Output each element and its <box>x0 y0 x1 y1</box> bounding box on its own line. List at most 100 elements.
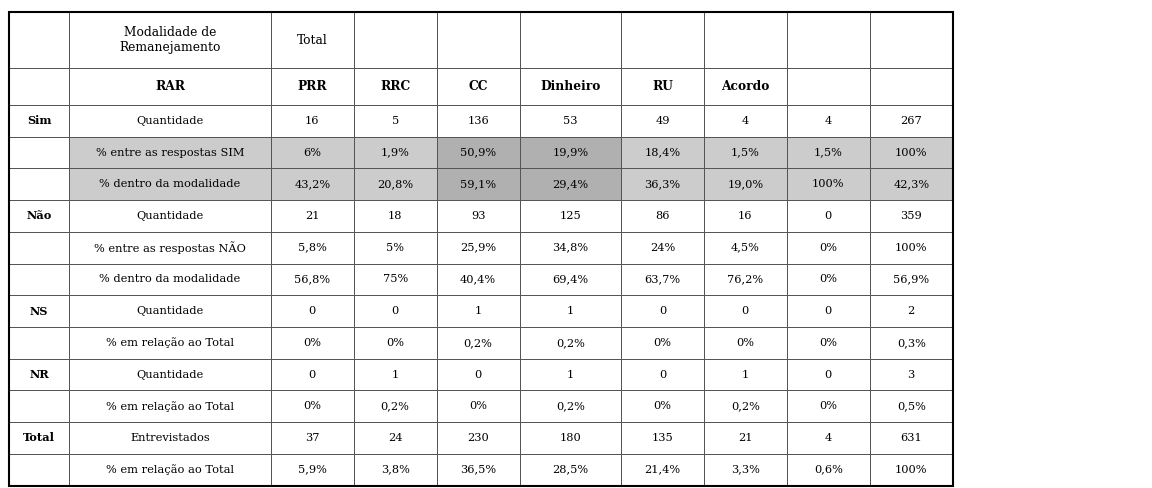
Text: 0%: 0% <box>819 243 838 253</box>
Bar <box>69 390 271 422</box>
Bar <box>520 200 621 232</box>
Bar <box>437 359 520 390</box>
Text: 56,9%: 56,9% <box>893 274 930 285</box>
Text: 24%: 24% <box>650 243 675 253</box>
Bar <box>787 200 870 232</box>
Bar <box>520 327 621 359</box>
Text: 56,8%: 56,8% <box>294 274 331 285</box>
Bar <box>69 200 271 232</box>
Bar <box>870 454 953 486</box>
Bar <box>69 105 271 137</box>
Bar <box>787 137 870 168</box>
Text: 1,5%: 1,5% <box>730 147 760 158</box>
Bar <box>704 200 787 232</box>
Text: 28,5%: 28,5% <box>552 465 589 475</box>
Bar <box>787 390 870 422</box>
Text: 29,4%: 29,4% <box>552 179 589 189</box>
Bar <box>704 264 787 295</box>
Bar <box>271 422 354 454</box>
Bar <box>437 105 520 137</box>
Text: 4: 4 <box>742 116 749 126</box>
Bar <box>787 68 870 105</box>
Bar <box>787 232 870 264</box>
Text: % entre as respostas SIM: % entre as respostas SIM <box>96 147 244 158</box>
Bar <box>520 359 621 390</box>
Bar <box>354 105 437 137</box>
Text: 3,3%: 3,3% <box>730 465 760 475</box>
Text: Sim: Sim <box>26 115 52 126</box>
Bar <box>437 68 520 105</box>
Text: 0: 0 <box>825 306 832 316</box>
Bar <box>787 264 870 295</box>
Bar <box>354 137 437 168</box>
Text: 5,8%: 5,8% <box>297 243 327 253</box>
Bar <box>520 232 621 264</box>
Text: 3,8%: 3,8% <box>380 465 410 475</box>
Text: 0%: 0% <box>303 401 321 411</box>
Bar <box>69 12 271 68</box>
Bar <box>621 168 704 200</box>
Bar <box>520 422 621 454</box>
Text: 0,2%: 0,2% <box>555 401 585 411</box>
Text: 0%: 0% <box>819 401 838 411</box>
Bar <box>69 359 271 390</box>
Text: Entrevistados: Entrevistados <box>130 433 210 443</box>
Text: 1: 1 <box>392 369 399 380</box>
Bar <box>621 264 704 295</box>
Bar <box>354 68 437 105</box>
Text: % entre as respostas NÃO: % entre as respostas NÃO <box>94 241 245 254</box>
Bar <box>9 264 69 295</box>
Text: 1: 1 <box>742 369 749 380</box>
Text: 0%: 0% <box>736 338 755 348</box>
Text: 24: 24 <box>388 433 402 443</box>
Text: NS: NS <box>30 305 48 317</box>
Text: 0: 0 <box>659 369 666 380</box>
Bar <box>69 137 271 168</box>
Text: 37: 37 <box>305 433 319 443</box>
Bar <box>69 137 271 168</box>
Bar <box>787 454 870 486</box>
Text: 0,5%: 0,5% <box>896 401 926 411</box>
Bar <box>520 168 621 200</box>
Text: 19,9%: 19,9% <box>552 147 589 158</box>
Bar <box>621 105 704 137</box>
Text: 19,0%: 19,0% <box>727 179 764 189</box>
Text: 359: 359 <box>901 211 922 221</box>
Bar <box>271 232 354 264</box>
Bar <box>354 327 437 359</box>
Bar <box>621 390 704 422</box>
Text: 0: 0 <box>392 306 399 316</box>
Bar <box>354 137 437 168</box>
Bar <box>271 137 354 168</box>
Bar <box>787 327 870 359</box>
Bar <box>704 168 787 200</box>
Text: 0%: 0% <box>303 338 321 348</box>
Bar <box>870 168 953 200</box>
Bar <box>9 327 69 359</box>
Bar <box>271 168 354 200</box>
Text: % dentro da modalidade: % dentro da modalidade <box>99 274 241 285</box>
Text: 4: 4 <box>825 433 832 443</box>
Bar <box>354 168 437 200</box>
Text: 21: 21 <box>738 433 752 443</box>
Bar <box>354 200 437 232</box>
Bar <box>520 137 621 168</box>
Text: 125: 125 <box>560 211 581 221</box>
Bar <box>271 454 354 486</box>
Bar <box>787 359 870 390</box>
Bar <box>437 232 520 264</box>
Text: RAR: RAR <box>154 80 185 93</box>
Bar <box>271 327 354 359</box>
Text: 50,9%: 50,9% <box>460 147 497 158</box>
Text: 0%: 0% <box>653 338 672 348</box>
Text: 0%: 0% <box>819 338 838 348</box>
Bar <box>704 232 787 264</box>
Text: Quantidade: Quantidade <box>136 369 204 380</box>
Text: 0: 0 <box>309 369 316 380</box>
Text: 0: 0 <box>825 369 832 380</box>
Bar <box>787 168 870 200</box>
Bar <box>354 232 437 264</box>
Text: 4: 4 <box>825 116 832 126</box>
Text: 53: 53 <box>563 116 577 126</box>
Bar <box>621 68 704 105</box>
